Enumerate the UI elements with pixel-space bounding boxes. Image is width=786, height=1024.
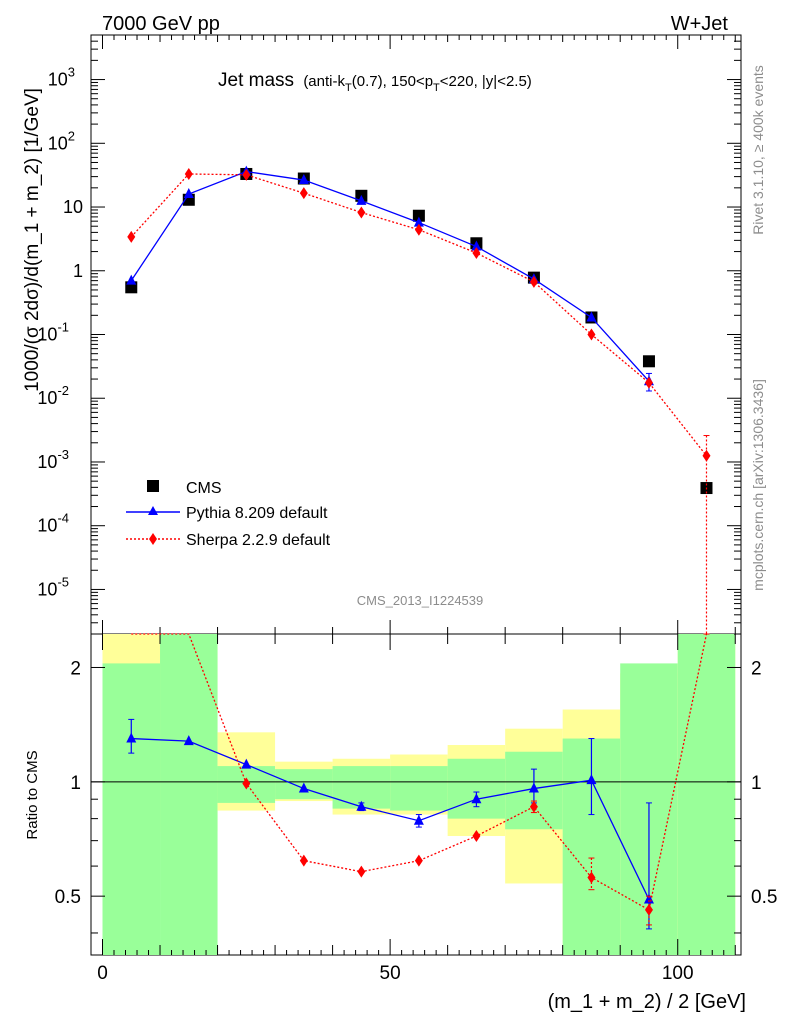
sherpa-point <box>702 449 711 462</box>
pythia-point <box>471 240 482 251</box>
sherpa-ratio-point <box>644 903 653 916</box>
x-tick-label: 100 <box>662 963 694 984</box>
sherpa-point <box>644 376 653 389</box>
pythia-ratio-point <box>356 800 367 811</box>
pythia-point <box>356 194 367 205</box>
legend-label-cms: CMS <box>186 480 222 497</box>
sherpa-ratio-point <box>299 854 308 867</box>
x-tick-label: 50 <box>380 963 401 984</box>
sherpa-ratio-point <box>242 777 251 790</box>
y-tick-label: 103 <box>48 65 75 90</box>
sherpa-point <box>184 167 193 180</box>
sherpa-ratio-point <box>529 800 538 813</box>
sherpa-ratio-point <box>414 854 423 867</box>
pythia-ratio-line <box>131 737 650 900</box>
chart-title-sub-t: T <box>345 82 352 94</box>
pythia-ratio-point <box>126 732 137 743</box>
ratio-data-series <box>126 633 708 930</box>
pythia-point <box>298 174 309 185</box>
legend-marker-sherpa <box>149 533 157 545</box>
pythia-point <box>586 311 597 322</box>
sherpa-ratio-line <box>131 633 708 911</box>
mcplots-source-label: mcplots.cern.ch [arXiv:1306.3436] <box>750 379 766 591</box>
y-tick-exponent: -5 <box>57 574 69 589</box>
sherpa-ratio-point <box>357 865 366 878</box>
ratio-tick-label-right: 0.5 <box>751 887 777 908</box>
main-y-axis-label: 1000/(σ 2dσ)/d(m_1 + m_2) [1/GeV] <box>22 88 43 392</box>
cms-point <box>642 355 655 368</box>
y-tick-label: 10-3 <box>37 447 69 472</box>
ratio-axis-ticks: 0.5 0.5 1 1 2 2 0 50 100 <box>55 634 777 984</box>
chart-title: Jet mass (anti-kT(0.7), 150<pT<220, |y|<… <box>218 70 532 94</box>
analysis-watermark: CMS_2013_I1224539 <box>357 593 484 608</box>
sherpa-point <box>299 187 308 200</box>
y-tick-label: 102 <box>48 128 75 153</box>
legend-label-sherpa: Sherpa 2.2.9 default <box>186 532 331 549</box>
ratio-tick-label-left: 2 <box>70 658 81 679</box>
ratio-band-inner <box>160 634 218 955</box>
y-tick-exponent: -3 <box>57 447 69 462</box>
legend-marker-cms <box>147 480 159 492</box>
pythia-point <box>413 216 424 227</box>
pythia-ratio-point <box>528 782 539 793</box>
y-tick-exponent: -2 <box>57 383 69 398</box>
sherpa-point <box>414 223 423 236</box>
pythia-ratio-point <box>413 814 424 825</box>
sherpa-ratio-point <box>587 871 596 884</box>
pythia-ratio-point <box>298 782 309 793</box>
sherpa-point <box>127 230 136 243</box>
ratio-band-inner <box>390 766 448 811</box>
header-left-label: 7000 GeV pp <box>102 13 220 35</box>
ratio-tick-label-left: 0.5 <box>55 887 81 908</box>
chart-title-suffix-c: <220, |y|<2.5) <box>440 73 532 90</box>
sherpa-ratio-point <box>472 830 481 843</box>
sherpa-point <box>472 246 481 259</box>
x-axis-label: (m_1 + m_2) / 2 [GeV] <box>548 991 746 1013</box>
x-tick-label: 0 <box>97 963 108 984</box>
pythia-ratio-point <box>471 793 482 804</box>
header-right-label: W+Jet <box>671 13 729 35</box>
pythia-ratio-point <box>241 758 252 769</box>
ratio-band-inner <box>677 634 736 955</box>
ratio-tick-label-right: 2 <box>751 658 762 679</box>
y-tick-exponent: -4 <box>57 511 69 526</box>
pythia-point <box>183 188 194 199</box>
legend-label-pythia: Pythia 8.209 default <box>186 505 328 522</box>
pythia-point <box>126 274 137 285</box>
chart-title-suffix-a: (anti-k <box>303 73 345 90</box>
pythia-ratio-point <box>183 735 194 746</box>
y-tick-exponent: 3 <box>68 65 75 80</box>
ratio-uncertainty-bands <box>91 634 741 955</box>
sherpa-point <box>242 168 251 181</box>
ratio-band-inner <box>102 663 161 955</box>
rivet-version-label: Rivet 3.1.10, ≥ 400k events <box>750 65 766 235</box>
chart-title-suffix-b: (0.7), 150<p <box>352 73 433 90</box>
pythia-ratio-point <box>586 774 597 785</box>
ratio-y-axis-label: Ratio to CMS <box>24 750 41 839</box>
chart-title-sub-t2: T <box>433 82 440 94</box>
ratio-band-inner <box>447 758 506 819</box>
ratio-tick-label-right: 1 <box>751 773 762 794</box>
sherpa-line <box>130 173 707 457</box>
main-data-series <box>125 165 713 635</box>
y-tick-exponent: 2 <box>68 128 75 143</box>
y-tick-label: 10 <box>63 197 83 217</box>
chart-title-main: Jet mass <box>218 70 294 91</box>
ratio-plot-frame <box>90 633 742 956</box>
sherpa-point <box>529 275 538 288</box>
y-tick-label: 10-4 <box>37 511 69 536</box>
legend-marker-pythia <box>148 506 158 515</box>
y-tick-label: 10-5 <box>37 574 69 599</box>
sherpa-point <box>357 206 366 219</box>
pythia-line <box>130 170 650 382</box>
sherpa-point <box>587 328 596 341</box>
y-tick-label: 1 <box>73 261 83 281</box>
ratio-tick-label-left: 1 <box>70 773 81 794</box>
cms-point <box>412 209 425 222</box>
y-tick-exponent: -1 <box>57 320 69 335</box>
legend: CMS Pythia 8.209 default Sherpa 2.2.9 de… <box>126 480 331 549</box>
